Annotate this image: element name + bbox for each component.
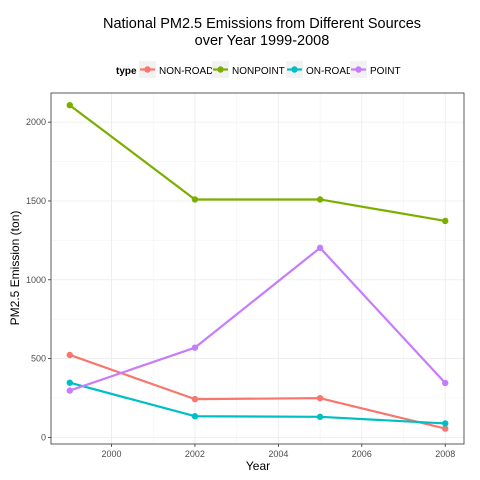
data-point-non-road	[442, 425, 449, 432]
x-tick-label: 2006	[352, 449, 372, 459]
legend-marker-on-road	[291, 66, 298, 73]
data-point-non-road	[316, 394, 324, 402]
data-point-point	[66, 387, 73, 394]
legend-label-point: POINT	[370, 66, 401, 77]
y-tick-label: 500	[31, 354, 46, 364]
data-point-point	[316, 244, 324, 252]
y-axis-title: PM2.5 Emission (ton)	[8, 211, 22, 326]
data-point-point	[442, 379, 449, 387]
chart-title-line-2: over Year 1999-2008	[195, 33, 330, 49]
legend: type NON-ROAD NONPOINT ON-ROAD POINT	[116, 61, 401, 78]
x-tick-label: 2000	[101, 449, 121, 459]
grid	[51, 93, 464, 444]
series-line-on-road	[69, 381, 446, 425]
x-tick-label: 2008	[435, 449, 455, 459]
data-point-non-road	[191, 395, 199, 403]
legend-title: type	[116, 66, 137, 77]
legend-label-nonpoint: NONPOINT	[232, 66, 285, 77]
y-tick-label: 0	[41, 432, 46, 442]
data-point-point	[191, 344, 199, 351]
y-tick-label: 2000	[26, 117, 46, 127]
data-point-non-road	[66, 351, 73, 359]
plot-panel	[51, 93, 464, 444]
legend-marker-point	[355, 66, 362, 73]
plot-border	[50, 92, 465, 445]
legend-label-non-road: NON-ROAD	[159, 66, 213, 77]
legend-marker-non-road	[144, 66, 151, 73]
series-line-point	[69, 246, 447, 392]
legend-label-on-road: ON-ROAD	[306, 66, 353, 77]
y-tick-label: 1000	[26, 275, 46, 285]
y-tick-label: 1500	[26, 196, 46, 206]
series-line-nonpoint	[69, 104, 446, 223]
data-point-on-road	[316, 413, 324, 421]
data-point-on-road	[66, 379, 73, 386]
series-line-non-road	[69, 353, 446, 430]
x-tick-label: 2004	[268, 449, 288, 459]
data-point-nonpoint	[66, 101, 73, 109]
series-layer	[66, 101, 449, 432]
legend-marker-nonpoint	[217, 66, 224, 73]
data-point-on-road	[442, 420, 449, 427]
x-axis-title: Year	[246, 459, 270, 473]
chart-title-line-1: National PM2.5 Emissions from Different …	[103, 16, 421, 32]
axes: 2000 2002 2004 2006 2008 0 500 1000 1500 2000	[26, 117, 455, 459]
x-tick-label: 2002	[185, 449, 205, 459]
data-point-nonpoint	[442, 217, 449, 225]
data-point-on-road	[191, 413, 199, 420]
data-point-nonpoint	[191, 196, 199, 203]
data-point-nonpoint	[316, 196, 324, 203]
